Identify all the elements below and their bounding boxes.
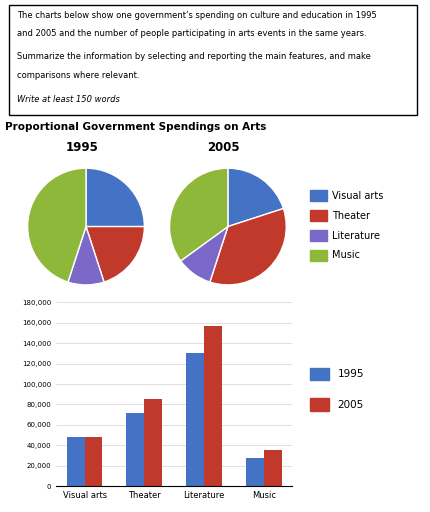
- Bar: [186, 353, 204, 486]
- Legend: 1995, 2005: 1995, 2005: [306, 364, 368, 415]
- Text: Write at least 150 words: Write at least 150 words: [17, 95, 120, 104]
- Bar: [246, 458, 264, 486]
- Text: and 2005 and the number of people participating in arts events in the same years: and 2005 and the number of people partic…: [17, 29, 366, 38]
- Bar: [264, 450, 282, 486]
- Wedge shape: [228, 168, 283, 226]
- Wedge shape: [169, 168, 228, 261]
- Text: comparisons where relevant.: comparisons where relevant.: [17, 71, 139, 80]
- FancyBboxPatch shape: [9, 5, 417, 115]
- Wedge shape: [28, 168, 86, 282]
- Text: The charts below show one government’s spending on culture and education in 1995: The charts below show one government’s s…: [17, 11, 377, 19]
- Text: Summarize the information by selecting and reporting the main features, and make: Summarize the information by selecting a…: [17, 52, 371, 61]
- Wedge shape: [86, 168, 144, 226]
- Wedge shape: [68, 226, 104, 285]
- Text: 1995: 1995: [65, 141, 98, 154]
- Bar: [85, 437, 102, 486]
- Text: 2005: 2005: [207, 141, 240, 154]
- Bar: [126, 413, 144, 486]
- Bar: [67, 437, 85, 486]
- Legend: Visual arts, Theater, Literature, Music: Visual arts, Theater, Literature, Music: [306, 186, 387, 265]
- Text: Proportional Government Spendings on Arts: Proportional Government Spendings on Art…: [5, 122, 266, 132]
- Wedge shape: [181, 226, 228, 282]
- Bar: [204, 326, 222, 486]
- Wedge shape: [210, 208, 286, 285]
- Bar: [144, 399, 162, 486]
- Wedge shape: [86, 226, 144, 282]
